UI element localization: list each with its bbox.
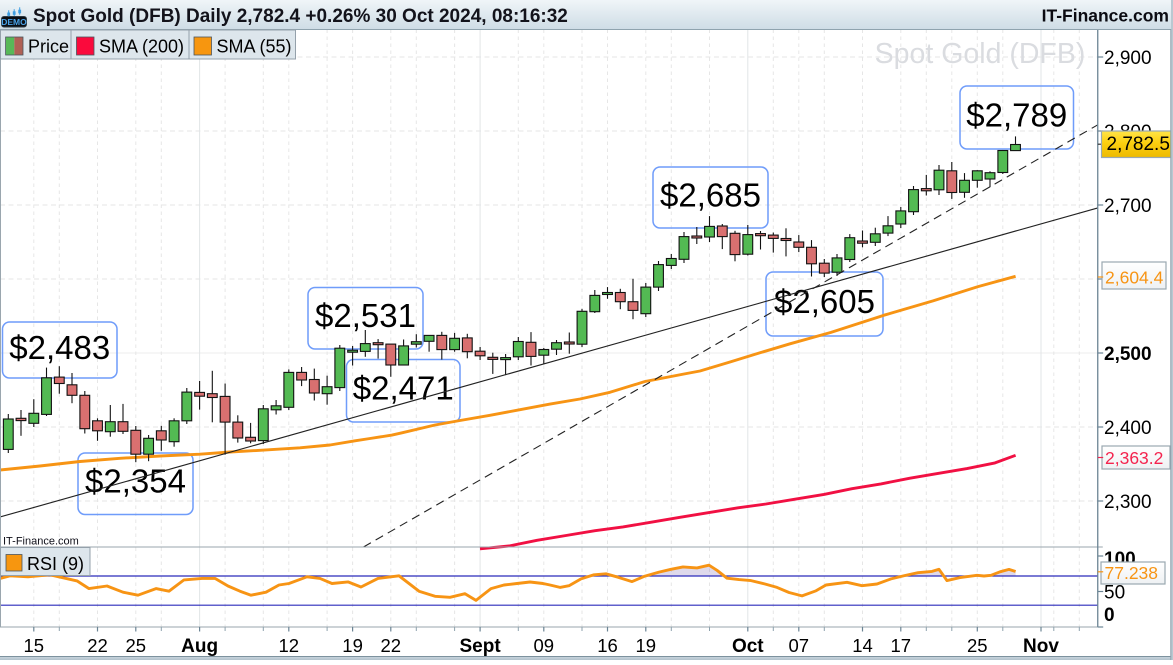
svg-text:Sept: Sept [460,636,502,657]
svg-text:2,700: 2,700 [1104,196,1152,217]
svg-text:$2,471: $2,471 [353,370,454,407]
svg-text:$2,531: $2,531 [315,297,416,334]
svg-text:Oct: Oct [732,636,764,657]
svg-text:25: 25 [126,635,147,656]
svg-text:SMA (200): SMA (200) [99,37,184,57]
svg-text:$2,605: $2,605 [774,283,875,320]
svg-text:Spot Gold (DFB) Daily 2,782.4: Spot Gold (DFB) Daily 2,782.4 +0.26% 30 … [33,6,568,27]
svg-text:$2,789: $2,789 [966,96,1067,133]
svg-text:Nov: Nov [1023,636,1059,657]
svg-text:$2,483: $2,483 [9,329,110,366]
svg-text:12: 12 [279,635,300,656]
svg-text:Spot Gold (DFB): Spot Gold (DFB) [875,38,1086,70]
svg-text:25: 25 [967,635,988,656]
svg-text:2,782.5: 2,782.5 [1107,134,1170,155]
svg-text:22: 22 [381,635,402,656]
svg-text:$2,354: $2,354 [85,463,186,500]
svg-text:RSI (9): RSI (9) [27,554,84,574]
svg-text:SMA (55): SMA (55) [217,37,292,57]
svg-text:2,604.4: 2,604.4 [1105,268,1164,288]
svg-text:14: 14 [852,635,873,656]
svg-text:17: 17 [891,635,912,656]
svg-text:19: 19 [342,635,363,656]
svg-text:0: 0 [1104,605,1115,626]
svg-text:2,363.2: 2,363.2 [1105,448,1163,468]
svg-text:77.238: 77.238 [1105,563,1159,583]
svg-text:50: 50 [1104,583,1125,604]
svg-text:2,900: 2,900 [1104,48,1152,69]
svg-text:09: 09 [534,635,555,656]
svg-text:07: 07 [789,635,810,656]
svg-text:$2,685: $2,685 [660,176,761,213]
svg-text:Price: Price [28,37,69,57]
svg-text:2,500: 2,500 [1104,344,1152,365]
svg-text:Aug: Aug [181,636,218,657]
svg-text:2,400: 2,400 [1104,418,1152,439]
svg-text:15: 15 [24,635,45,656]
svg-text:19: 19 [636,635,657,656]
svg-text:16: 16 [597,635,618,656]
svg-text:22: 22 [87,635,108,656]
svg-text:DEMO: DEMO [1,17,27,27]
svg-text:IT-Finance.com: IT-Finance.com [3,536,79,548]
svg-text:2,300: 2,300 [1104,492,1152,513]
svg-text:IT-Finance.com: IT-Finance.com [1042,6,1169,26]
